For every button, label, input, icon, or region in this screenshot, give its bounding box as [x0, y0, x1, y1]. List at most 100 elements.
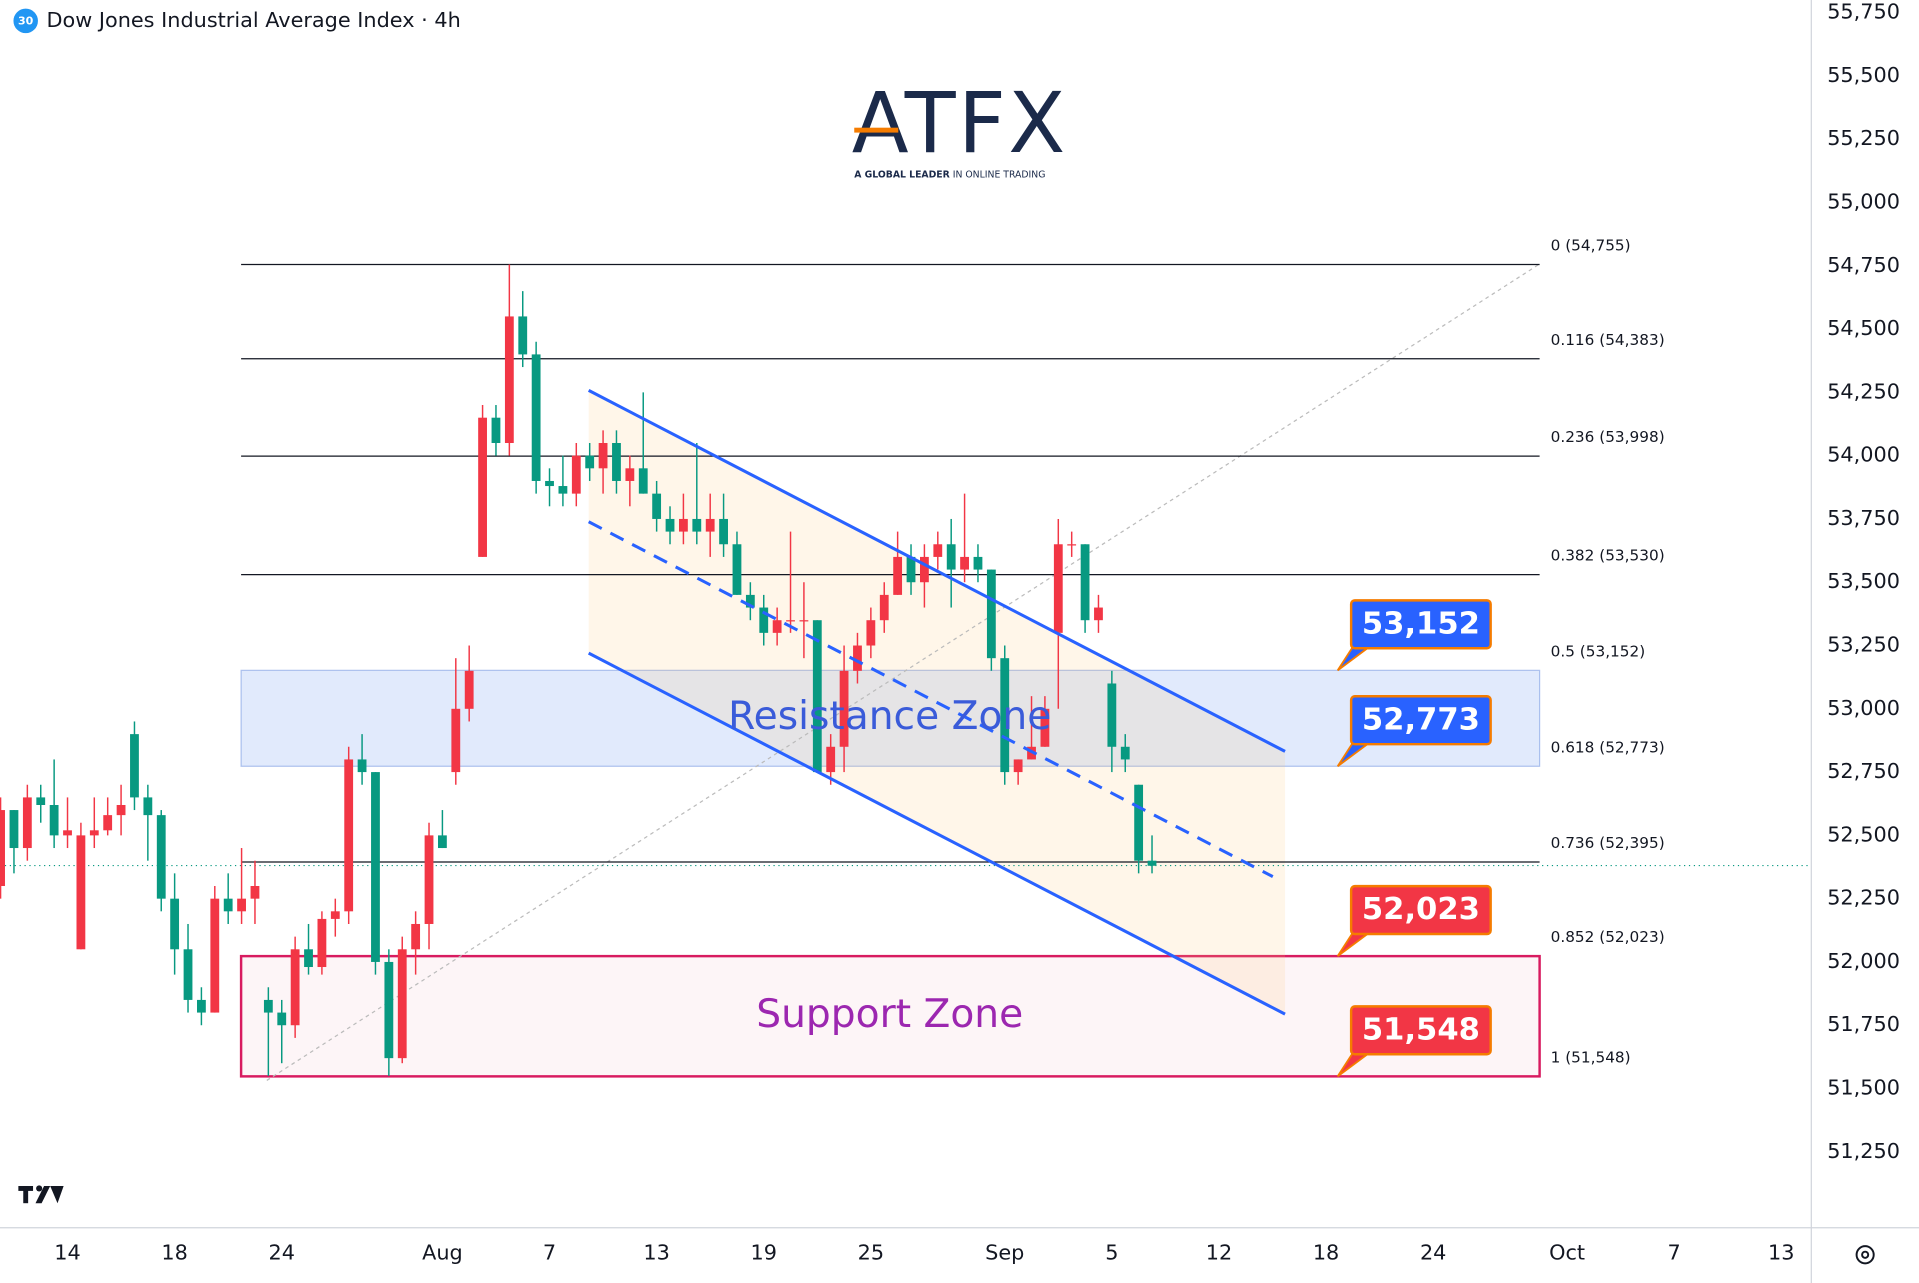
zone-label: Support Zone: [756, 992, 1023, 1037]
candle-body: [237, 898, 246, 912]
candle-body: [384, 961, 394, 1059]
price-axis-bg: [1811, 0, 1919, 1283]
candle-body: [679, 518, 688, 532]
channel-mid: [587, 520, 1274, 878]
logo-tagline-rest: IN ONLINE TRADING: [950, 169, 1046, 180]
x-tick-label: 14: [54, 1241, 80, 1265]
candle-body: [22, 797, 32, 849]
candle-body: [478, 417, 487, 557]
candle-body: [1147, 860, 1157, 866]
fib-label: 0.236 (53,998): [1551, 428, 1665, 446]
candle-body: [558, 486, 568, 494]
fib-label: 0.618 (52,773): [1551, 738, 1665, 756]
x-tick-label: Aug: [422, 1241, 463, 1265]
y-tick-label: 51,750: [1827, 1012, 1900, 1036]
callout-box: [1349, 884, 1492, 936]
candle-body: [63, 830, 72, 836]
candle-body: [598, 443, 608, 469]
candle-body: [304, 949, 313, 968]
symbol-badge-text: 30: [18, 14, 34, 27]
candle-body: [759, 607, 769, 633]
candle-body: [344, 759, 354, 912]
candle-body: [812, 620, 822, 773]
candle-body: [277, 1012, 287, 1026]
candle-body: [156, 815, 166, 899]
candle-body: [250, 886, 260, 899]
candle-body: [853, 645, 862, 671]
settings-icon[interactable]: [1855, 1245, 1875, 1265]
candle-body: [183, 949, 193, 1000]
y-tick-label: 55,250: [1827, 126, 1900, 150]
y-tick-label: 51,250: [1827, 1139, 1900, 1163]
candle-body: [1053, 544, 1063, 633]
fib-label: 1 (51,548): [1551, 1048, 1631, 1066]
candle-body: [263, 999, 273, 1013]
x-tick-label: Oct: [1549, 1241, 1585, 1265]
chart-title: Dow Jones Industrial Average Index · 4h: [47, 8, 461, 32]
candle-body: [49, 804, 59, 836]
y-tick-label: 55,000: [1827, 189, 1900, 213]
candle-body: [0, 810, 5, 887]
candle-body: [839, 670, 849, 747]
candle-body: [371, 772, 380, 962]
callout-label: 52,773: [1362, 702, 1480, 737]
y-tick-label: 54,500: [1827, 316, 1900, 340]
candle-body: [1134, 784, 1144, 861]
candle-body: [719, 518, 728, 545]
x-tick-label: 13: [1768, 1241, 1794, 1265]
candle-body: [330, 911, 340, 919]
candle-body: [571, 455, 581, 494]
candle-body: [652, 493, 662, 519]
fib-label: 0.5 (53,152): [1551, 642, 1646, 660]
candle-body: [786, 620, 795, 622]
y-tick-label: 54,750: [1827, 253, 1900, 277]
candle-body: [973, 556, 983, 570]
callout-box: [1349, 1005, 1492, 1056]
candle-body: [130, 734, 139, 798]
callout-box: [1349, 695, 1492, 746]
y-tick-label: 53,000: [1827, 696, 1900, 720]
callout-label: 51,548: [1362, 1012, 1480, 1047]
candle-body: [76, 835, 86, 950]
candle-body: [504, 316, 514, 444]
candle-body: [1067, 544, 1077, 546]
y-tick-label: 53,750: [1827, 506, 1900, 530]
x-tick-label: 5: [1105, 1241, 1118, 1265]
channel-upper: [587, 389, 1286, 753]
zones: [239, 669, 1541, 1078]
x-tick-label: 24: [1420, 1241, 1446, 1265]
fib-trend-line: [266, 263, 1540, 1081]
y-tick-label: 53,250: [1827, 632, 1900, 656]
callouts: 53,152 52,773 52,023 51,548: [1336, 599, 1492, 1078]
candle-body: [143, 797, 153, 816]
candle-body: [411, 923, 421, 950]
candle-body: [960, 556, 969, 570]
candle-body: [933, 544, 943, 557]
y-tick-label: 55,750: [1827, 0, 1900, 24]
candle-body: [1094, 607, 1103, 621]
candle-body: [491, 417, 501, 444]
candle-body: [357, 759, 367, 773]
candle-body: [879, 594, 889, 621]
logo-tagline-bold: A GLOBAL LEADER: [854, 169, 950, 180]
y-tick-label: 52,750: [1827, 759, 1900, 783]
x-tick-label: 7: [543, 1241, 556, 1265]
callout-box: [1349, 599, 1492, 650]
y-tick-label: 52,500: [1827, 822, 1900, 846]
candle-body: [638, 468, 648, 494]
candle-body: [920, 556, 929, 583]
candle-body: [826, 746, 836, 773]
candle-body: [866, 620, 876, 646]
fib-levels: 0 (54,755) 0.116 (54,383) 0.236 (53,998) 0.…: [241, 237, 1665, 1066]
x-tick-label: 13: [643, 1241, 669, 1265]
candle-body: [1080, 544, 1090, 621]
candle-body: [625, 468, 635, 481]
callout-label: 53,152: [1362, 606, 1480, 641]
candle-body: [1000, 658, 1010, 773]
candle-body: [986, 569, 996, 659]
logo-name: ATFX: [852, 75, 1068, 172]
x-tick-label: 25: [858, 1241, 884, 1265]
candle-body: [103, 815, 113, 831]
candle-body: [9, 810, 19, 849]
